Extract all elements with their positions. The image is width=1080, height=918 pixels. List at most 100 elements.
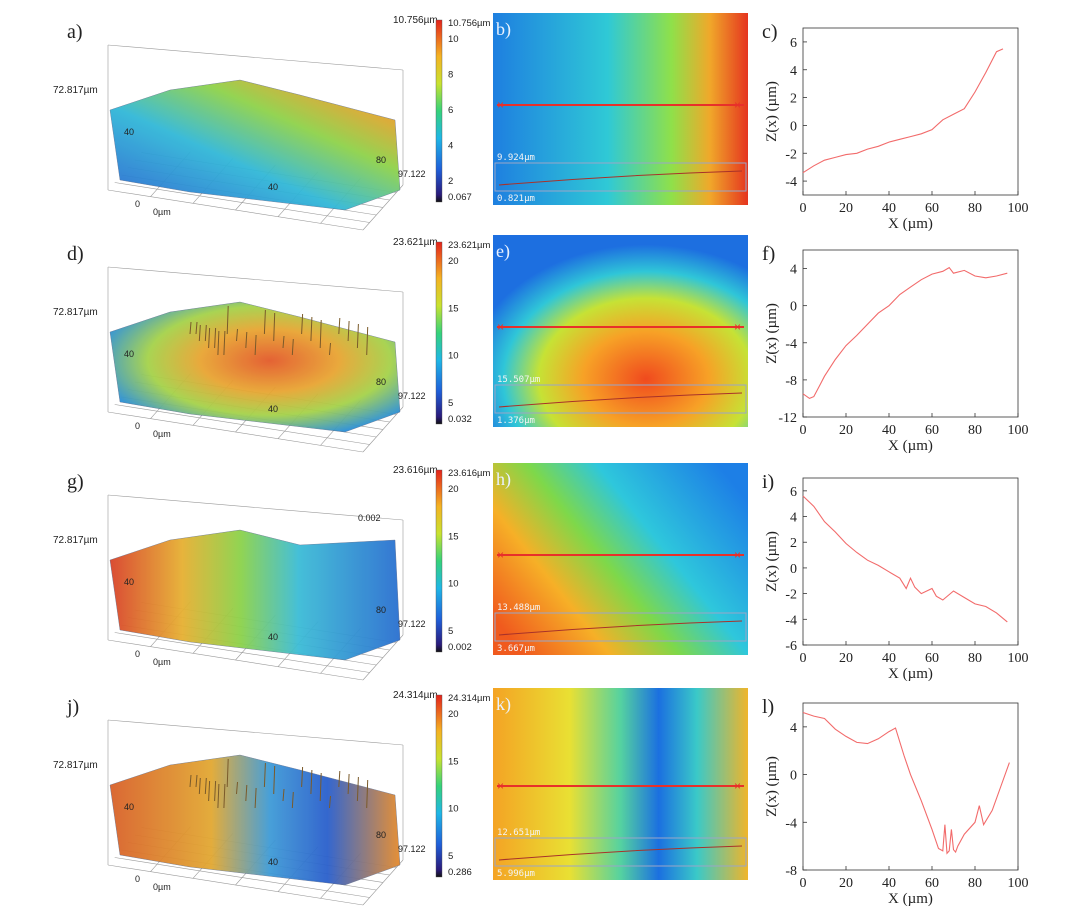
height-map-image	[493, 235, 748, 427]
profile-series-line	[802, 495, 1008, 623]
surface-extra-label: 0.002	[358, 513, 381, 523]
x-tick-label: 0	[800, 651, 807, 666]
inset-lower-label: 1.376µm	[497, 416, 535, 426]
y-axis-label: Z(x) (µm)	[764, 756, 780, 817]
x-tick-label: 100	[1008, 651, 1029, 666]
profile-start-marker: ×	[497, 548, 504, 562]
surface-panel: a) 10.756µm 72.817µm 40 40 80 97.122 0 0µm	[53, 15, 438, 231]
surface-spike	[366, 326, 369, 356]
surface-spike	[208, 327, 211, 349]
panel-letter: i)	[762, 471, 774, 493]
surface-spike	[217, 783, 220, 809]
surface-spike	[273, 312, 276, 342]
surface-spike	[310, 769, 313, 795]
x-tick-label: 40	[882, 423, 896, 438]
x-tick-label: 80	[376, 605, 386, 615]
x-tick-label: 60	[925, 423, 939, 438]
y-mid-label: 40	[124, 577, 134, 587]
colorbar-tick-label: 5	[448, 626, 453, 637]
surface-body	[109, 754, 401, 886]
y-axis-label: Z(x) (µm)	[764, 303, 780, 364]
z-max-label: 23.621µm	[393, 237, 438, 248]
x-max-label: 97.122	[398, 391, 426, 401]
y-tick-label: 4	[790, 511, 797, 526]
surface-spike	[236, 328, 238, 342]
surface-spike	[198, 777, 201, 795]
colorbar-tick-label: 15	[448, 756, 459, 767]
colorbar-max-label: 10.756µm	[448, 18, 491, 29]
origin-unit-label: 0µm	[153, 207, 171, 217]
colorbar-min-label: 0.067	[448, 192, 472, 203]
panel-letter: l)	[762, 696, 774, 718]
colorbar-tick-label: 20	[448, 256, 459, 267]
profile-inset-box	[494, 837, 747, 867]
x-tick-label: 0	[800, 201, 807, 216]
colorbar-max-label: 23.616µm	[448, 468, 491, 479]
surface-spike	[338, 770, 341, 788]
panel-letter: d)	[67, 243, 84, 265]
inset-upper-label: 12.651µm	[497, 828, 540, 838]
z-max-label: 10.756µm	[393, 15, 438, 26]
x-tick-label: 0	[800, 423, 807, 438]
colorbar-tick-label: 10	[448, 34, 459, 45]
x-tick-label: 0	[800, 876, 807, 891]
x-tick-label: 20	[839, 876, 853, 891]
surface-spike	[208, 780, 211, 802]
y-tick-label: -4	[785, 816, 797, 831]
height-map: k) × × 12.651µm 5.996µm	[493, 688, 748, 880]
y-tick-label: -4	[785, 337, 797, 352]
profile-inset-box	[494, 612, 747, 642]
y-tick-label: 4	[790, 64, 797, 79]
profile-inset-line	[498, 392, 743, 408]
colorbar-tick-label: 5	[448, 851, 453, 862]
row-2: d)23.621µm72.817µm40408097.12200µm23.621…	[53, 235, 1029, 454]
colorbar-tick-label: 15	[448, 531, 459, 542]
surface-spike	[263, 762, 266, 788]
y-axis-label: Z(x) (µm)	[764, 81, 780, 142]
surface-panel: d) 23.621µm 72.817µm 40 40 80 97.122 0 0µm	[53, 237, 438, 453]
panel-letter: b)	[496, 19, 511, 40]
height-map: b) × × 9.924µm 0.821µm	[493, 13, 748, 205]
surface-spike	[204, 324, 207, 342]
row-4: j)24.314µm72.817µm40408097.12200µm24.314…	[53, 688, 1029, 907]
plot-frame	[802, 27, 1019, 196]
x-tick-label: 80	[968, 423, 982, 438]
x-tick-label: 80	[968, 651, 982, 666]
colorbar: 10.756µm 10 8 6 4 2 0.067	[435, 18, 491, 203]
surface-spike	[226, 305, 229, 335]
profile-chart: l) 0 20 40 60 80 100 -8 -4 0 4 X (µm) Z(x) (µm)	[762, 696, 1029, 907]
surface-spike	[254, 787, 257, 809]
y-tick-label: 0	[790, 562, 797, 577]
y-tick-label: -8	[785, 864, 797, 879]
x-tick-label: 40	[882, 651, 896, 666]
x-tick-label: 80	[968, 876, 982, 891]
origin-unit-label: 0µm	[153, 657, 171, 667]
colorbar-tick-label: 5	[448, 398, 453, 409]
profile-series-line	[802, 48, 1004, 174]
profile-end-marker: ×	[734, 98, 741, 112]
z-max-label: 23.616µm	[393, 465, 438, 476]
axis-line	[107, 494, 404, 521]
surface-spike	[310, 316, 313, 342]
profile-end-marker: ×	[734, 779, 741, 793]
surface-spike	[204, 777, 207, 795]
inset-upper-label: 15.507µm	[497, 375, 540, 385]
x-max-label: 97.122	[398, 169, 426, 179]
surface-spike	[236, 781, 238, 795]
height-map-image	[493, 688, 748, 880]
surface-spike	[198, 324, 201, 342]
surface-spike	[301, 313, 304, 335]
profile-inset-line	[498, 620, 743, 636]
y-tick-label: -4	[785, 613, 797, 628]
x-tick-label: 100	[1008, 423, 1029, 438]
axis-line	[107, 44, 404, 71]
x-tick-label: 40	[882, 201, 896, 216]
y-tick-label: -12	[778, 411, 797, 426]
surface-spike	[223, 783, 226, 809]
colorbar-min-label: 0.002	[448, 642, 472, 653]
colorbar: 23.616µm 20 15 10 5 0.002	[435, 468, 491, 653]
profile-chart: f) 0 20 40 60 80 100 -12 -8 -4 0 4 X (µm) Z(x) (µm)	[762, 243, 1029, 454]
x-tick-label: 20	[839, 423, 853, 438]
colorbar-tick-label: 20	[448, 709, 459, 720]
y-max-label: 72.817µm	[53, 307, 98, 318]
